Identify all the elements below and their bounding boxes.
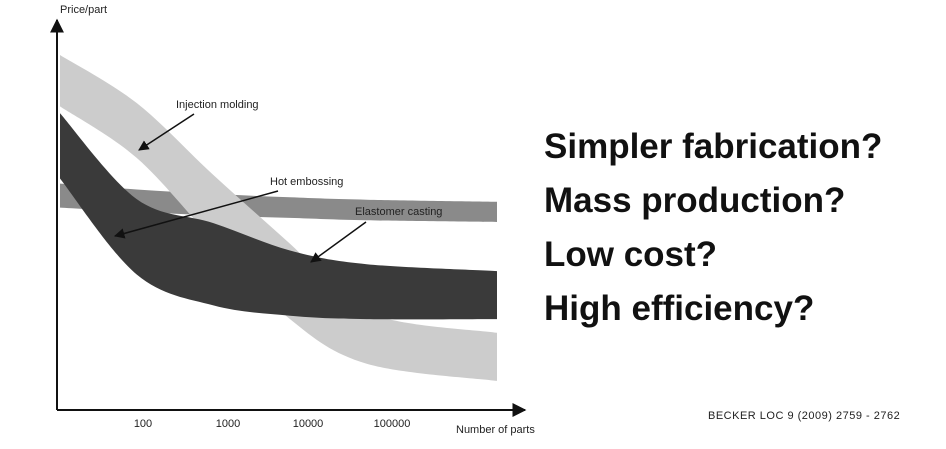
question-item: Mass production? bbox=[544, 181, 846, 220]
annotation-arrow bbox=[138, 113, 195, 151]
question-list: Simpler fabrication? Mass production? Lo… bbox=[544, 120, 944, 336]
annotation-injection-molding: Injection molding bbox=[176, 99, 259, 111]
x-tick-label: 100 bbox=[134, 418, 152, 430]
annotation-elastomer-casting: Elastomer casting bbox=[355, 206, 442, 218]
citation: BECKER LOC 9 (2009) 2759 - 2762 bbox=[708, 410, 901, 422]
question-item: High efficiency? bbox=[544, 289, 815, 328]
band-elastomer-casting bbox=[60, 183, 497, 222]
band-hot-embossing bbox=[60, 113, 497, 320]
cost-chart: Price/part Number of parts 100 1000 1000… bbox=[50, 4, 535, 436]
x-axis-label: Number of parts bbox=[456, 424, 535, 436]
y-axis-label: Price/part bbox=[60, 4, 107, 16]
question-item: Simpler fabrication? bbox=[544, 127, 883, 166]
band-group bbox=[60, 55, 497, 381]
annotation-hot-embossing: Hot embossing bbox=[270, 176, 343, 188]
x-tick-label: 1000 bbox=[216, 418, 240, 430]
annotation-arrow bbox=[113, 190, 279, 239]
band-injection-molding bbox=[60, 55, 497, 381]
annotation-arrow bbox=[310, 221, 367, 263]
x-tick-label: 10000 bbox=[293, 418, 324, 430]
question-item: Low cost? bbox=[544, 235, 718, 274]
x-tick-label: 100000 bbox=[374, 418, 411, 430]
